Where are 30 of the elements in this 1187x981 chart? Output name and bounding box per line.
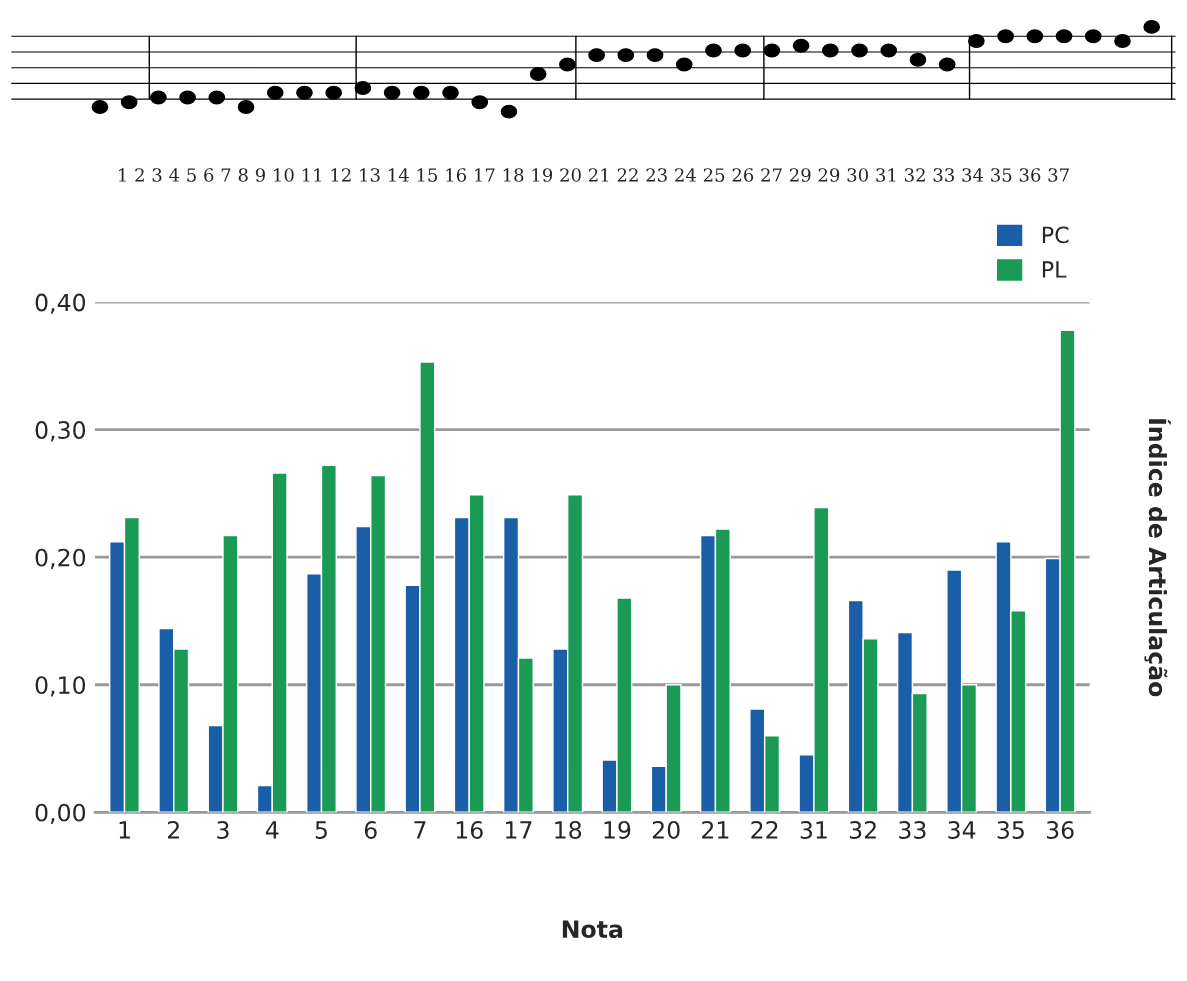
x-tick-label: 21 [702,821,729,839]
x-tick-label: 2 [167,821,179,839]
x-tick-label: 34 [948,821,976,839]
x-tick-label: 18 [555,821,582,839]
x-tick-label: 20 [652,821,680,839]
x-tick-label: 31 [800,821,827,839]
x-tick-label: 1 [119,821,130,839]
x-tick-label: 3 [217,821,229,839]
y-tick-label: 0,40 [35,293,86,314]
x-tick-label: 7 [414,821,426,839]
x-tick-label: 22 [751,821,778,839]
y-tick-label: 0,10 [35,676,86,697]
x-tick-label: 33 [899,821,926,839]
y-tick-label: 0,20 [35,548,86,569]
x-tick-label: 36 [1046,821,1074,839]
text: 1 2 3 4 5 6 7 8 9 10 11 12 13 14 15 16 17 18 19 20 21 22 23 24 25 26 27 29 29 30 31 32 33 34 35 36 37 [119,168,1069,182]
x-tick-label: 6 [364,821,377,839]
x-tick-label: 19 [604,821,631,839]
y-tick-label: 0,00 [35,803,86,824]
y-tick-label: 0,30 [35,421,86,442]
legend-label: PC [1042,226,1069,244]
x-tick-label: 16 [456,821,483,839]
x-tick-label: 5 [315,821,327,839]
y2-axis-title: Índice de Articulação [1144,419,1171,697]
x-tick-label: 4 [265,821,279,839]
x-axis-title: Nota [562,920,623,939]
legend-label: PL [1042,261,1067,278]
x-tick-label: 32 [849,821,876,839]
x-tick-label: 17 [506,821,532,839]
x-tick-label: 35 [997,821,1024,839]
